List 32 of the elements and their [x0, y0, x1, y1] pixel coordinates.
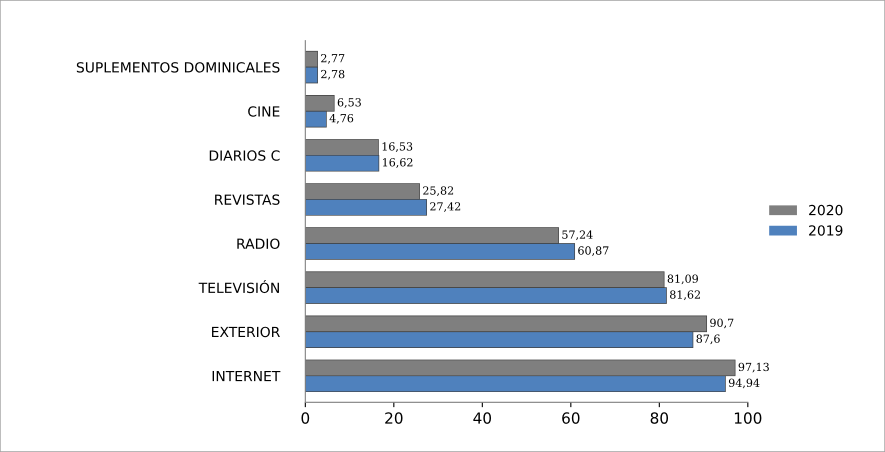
y-tick-label: RADIO [237, 238, 280, 250]
data-label: 4,76 [330, 114, 354, 124]
x-tick-label: 0 [301, 412, 310, 424]
data-label: 2,77 [321, 54, 344, 64]
data-label: 25,82 [423, 186, 454, 196]
data-label: 97,13 [738, 362, 769, 372]
data-label: 2,78 [321, 70, 344, 80]
x-tick-label: 20 [385, 412, 403, 424]
legend-label: 2019 [809, 225, 842, 236]
data-label: 57,24 [562, 230, 593, 240]
legend-label: 2020 [809, 204, 842, 216]
y-tick-label: SUPLEMENTOS DOMINICALES [76, 62, 280, 73]
data-label: 81,62 [670, 290, 700, 300]
y-tick-label: DIARIOS C [210, 150, 280, 161]
data-label: 27,42 [430, 202, 460, 212]
data-label: 16,62 [383, 158, 412, 168]
data-label: 6,53 [338, 98, 361, 108]
data-label: 81,09 [668, 274, 698, 284]
x-tick-label: 100 [734, 412, 762, 424]
x-tick-label: 80 [650, 412, 668, 424]
y-tick-label: REVISTAS [215, 194, 280, 205]
data-label: 90,7 [710, 318, 734, 328]
data-label: 94,94 [728, 378, 760, 388]
data-label: 16,53 [382, 142, 412, 152]
y-tick-label: EXTERIOR [212, 326, 280, 338]
y-tick-label: TELEVISIÓN [198, 280, 279, 294]
data-label: 87,6 [696, 334, 720, 344]
y-tick-label: CINE [248, 106, 280, 117]
x-tick-label: 40 [473, 412, 492, 424]
y-tick-label: INTERNET [212, 370, 280, 382]
data-label: 60,87 [578, 246, 608, 256]
x-tick-label: 60 [562, 412, 580, 424]
